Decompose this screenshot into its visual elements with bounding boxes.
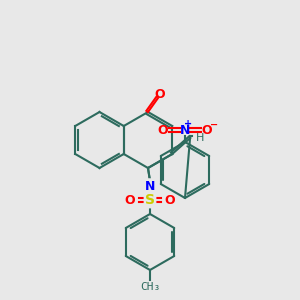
- Text: O: O: [155, 88, 165, 100]
- Text: S: S: [145, 193, 155, 207]
- Text: +: +: [184, 119, 192, 129]
- Text: S: S: [145, 193, 155, 207]
- Text: −: −: [210, 120, 218, 130]
- Text: O: O: [158, 124, 168, 136]
- Text: N: N: [180, 124, 190, 136]
- Text: CH₃: CH₃: [140, 282, 160, 292]
- Text: N: N: [145, 179, 155, 193]
- Text: O: O: [125, 194, 135, 206]
- Text: N: N: [145, 179, 155, 193]
- Text: O: O: [202, 124, 212, 136]
- Text: O: O: [165, 194, 175, 206]
- Text: H: H: [196, 133, 204, 143]
